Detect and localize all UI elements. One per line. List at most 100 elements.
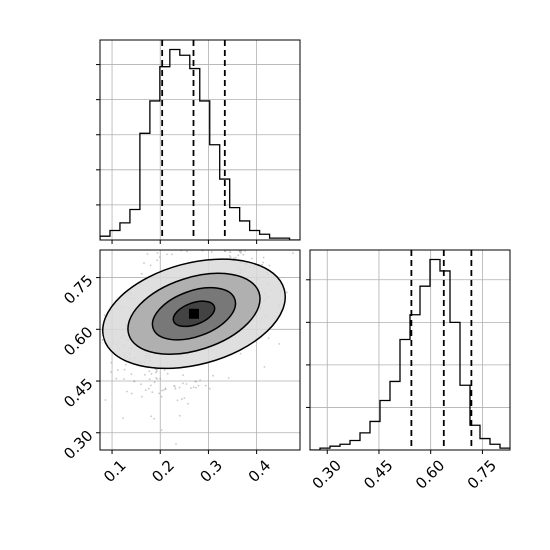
scatter-point: [229, 251, 232, 254]
scatter-point: [185, 383, 188, 385]
scatter-point: [245, 230, 247, 232]
scatter-point: [242, 247, 244, 249]
scatter-point: [156, 259, 159, 262]
scatter-point: [227, 377, 230, 379]
scatter-point: [180, 398, 183, 401]
x-tick-label: 0.2: [148, 456, 178, 486]
scatter-point: [110, 371, 112, 373]
scatter-point: [150, 415, 153, 418]
x-tick-label: 0.60: [412, 456, 448, 492]
scatter-point: [150, 384, 152, 387]
scatter-point: [155, 371, 157, 374]
scatter-point: [104, 399, 107, 401]
scatter-point: [203, 230, 205, 232]
scatter-point: [153, 381, 156, 384]
scatter-point: [187, 402, 189, 405]
scatter-point: [143, 262, 145, 264]
scatter-point: [240, 252, 242, 254]
scatter-point: [213, 234, 215, 236]
scatter-point: [245, 238, 247, 240]
scatter-point: [155, 370, 158, 373]
histogram-step-line: [310, 258, 510, 450]
scatter-point: [233, 257, 235, 260]
joint-density-panel: 0.1 0.2 0.3 0.4 0.30 0.45 0.60 0.75: [60, 213, 301, 486]
scatter-point: [191, 244, 193, 246]
contour-line: [101, 258, 286, 370]
scatter-point: [220, 213, 222, 215]
scatter-point: [171, 253, 173, 256]
x-tick-label: 0.1: [100, 456, 130, 486]
scatter-point: [144, 373, 146, 376]
scatter-point: [160, 395, 163, 398]
scatter-point: [84, 317, 86, 319]
scatter-point: [115, 377, 118, 380]
scatter-point: [213, 246, 215, 248]
scatter-point: [262, 261, 264, 264]
scatter-point: [219, 237, 221, 239]
panel-frame: [309, 249, 511, 451]
scatter-point: [228, 241, 230, 243]
scatter-point: [190, 387, 192, 389]
y-tick-label: 0.45: [60, 375, 96, 411]
scatter-point: [140, 272, 143, 275]
scatter-point: [186, 242, 188, 244]
scatter-point: [148, 378, 151, 381]
scatter-point: [203, 234, 205, 236]
scatter-point: [101, 339, 104, 341]
scatter-point: [267, 337, 270, 340]
scatter-point: [162, 389, 165, 391]
scatter-point: [212, 233, 214, 235]
scatter-point: [262, 256, 265, 259]
scatter-point: [103, 314, 106, 317]
x-tick-label: 0.30: [309, 456, 345, 492]
scatter-point: [158, 392, 161, 395]
scatter-point: [197, 384, 200, 387]
scatter-point: [195, 380, 198, 383]
scatter-point: [153, 417, 156, 420]
scatter-point: [183, 397, 186, 399]
scatter-point: [144, 389, 147, 392]
scatter-point: [166, 372, 169, 375]
scatter-point: [186, 250, 188, 253]
x-tick-label: 0.3: [197, 456, 227, 486]
scatter-point: [261, 263, 263, 266]
scatter-point: [163, 369, 166, 371]
scatter-point: [176, 399, 179, 402]
scatter-point: [195, 386, 197, 389]
scatter-point: [275, 246, 277, 248]
scatter-point: [178, 414, 181, 417]
scatter-point: [122, 417, 124, 419]
scatter-point: [178, 238, 180, 240]
scatter-point: [286, 291, 288, 294]
scatter-point: [146, 253, 149, 255]
x-tick-label: 0.4: [245, 456, 275, 486]
scatter-point: [234, 256, 237, 259]
scatter-point: [140, 383, 142, 386]
x-tick-label: 0.45: [360, 456, 396, 492]
scatter-point: [244, 250, 247, 252]
panel-frame: [99, 249, 301, 451]
contour-line: [127, 272, 261, 355]
scatter-point: [218, 233, 220, 235]
scatter-point: [278, 343, 281, 345]
scatter-point: [220, 247, 222, 249]
scatter-point: [150, 373, 153, 375]
histogram-step-line: [100, 48, 300, 240]
scatter-point: [244, 224, 246, 226]
scatter-point: [268, 264, 271, 267]
scatter-point: [228, 255, 231, 257]
scatter-point: [221, 231, 223, 233]
scatter-point: [178, 386, 181, 389]
scatter-point: [148, 370, 151, 372]
scatter-point: [133, 380, 136, 382]
scatter-point: [174, 387, 177, 390]
density-peak: [188, 308, 199, 319]
scatter-point: [239, 352, 242, 355]
scatter-point: [123, 378, 125, 380]
marginal-histogram-param-2: [306, 249, 511, 454]
scatter-point: [242, 253, 245, 256]
y-tick-label: 0.30: [60, 427, 96, 463]
scatter-point: [166, 253, 168, 256]
scatter-point: [229, 220, 231, 222]
